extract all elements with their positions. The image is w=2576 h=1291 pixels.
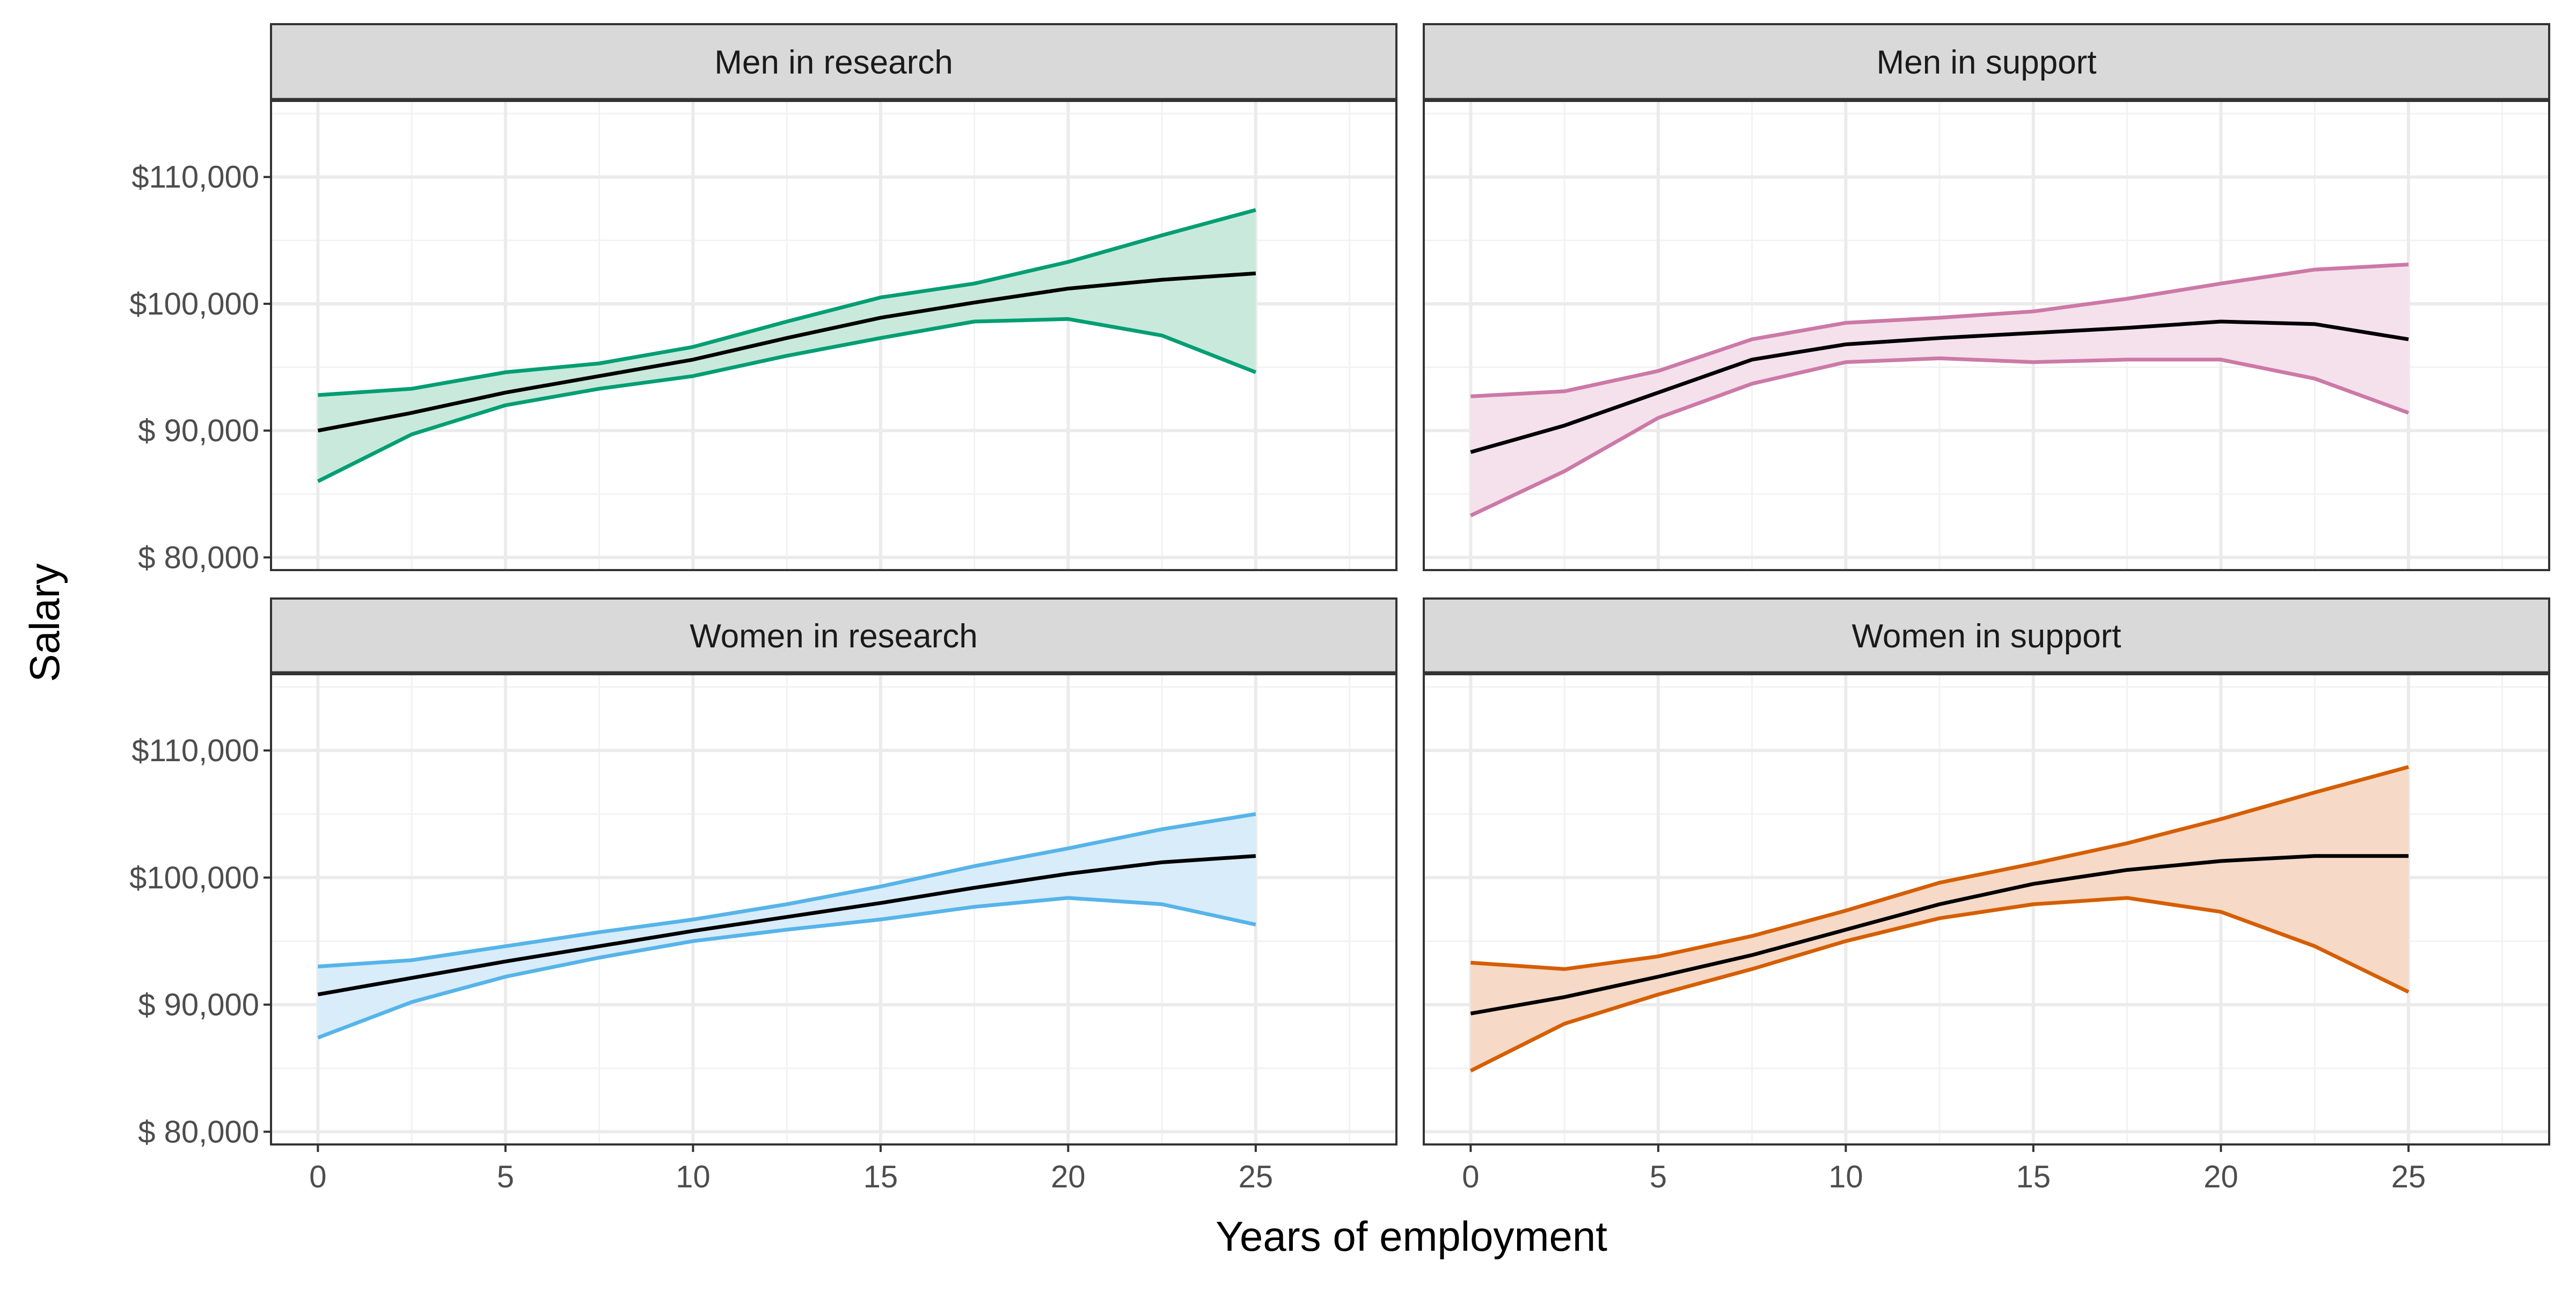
facet-label: Men in support <box>1876 44 2096 81</box>
y-tick-label: $ 90,000 <box>138 988 259 1023</box>
x-tick-label: 15 <box>863 1159 898 1194</box>
confidence-band-men-in-research <box>318 210 1256 482</box>
facet-label: Women in research <box>690 618 977 655</box>
x-tick-label: 20 <box>2204 1159 2238 1194</box>
y-tick-label: $ 80,000 <box>138 540 259 575</box>
x-tick-label: 15 <box>2016 1159 2051 1194</box>
y-tick-label: $110,000 <box>131 733 259 768</box>
facet-strip <box>270 23 1397 100</box>
y-tick-label: $110,000 <box>131 160 259 195</box>
confidence-band-men-in-support <box>1470 264 2409 516</box>
x-tick-label: 25 <box>2391 1159 2426 1194</box>
upper-bound-line-women-in-research <box>318 812 1256 968</box>
x-tick-label: 25 <box>1239 1159 1274 1194</box>
x-tick-label: 0 <box>1462 1159 1479 1194</box>
fit-line-women-in-research <box>317 854 1256 997</box>
facet-strip <box>1423 23 2550 100</box>
panel-men-in-support: Men in support <box>1423 23 2550 571</box>
facet-strip <box>270 597 1397 674</box>
x-tick-label: 10 <box>1828 1159 1863 1194</box>
confidence-band-women-in-support <box>1470 767 2409 1071</box>
y-tick-label: $100,000 <box>129 287 259 322</box>
panel-men-in-research: Men in research $ 80,000 $ 90,000 $100,000 $… <box>129 23 1397 575</box>
x-tick-label: 0 <box>309 1159 326 1194</box>
facet-label: Men in research <box>714 44 953 81</box>
upper-bound-line-men-in-research <box>318 208 1256 397</box>
lower-bound-line-men-in-support <box>1469 356 2410 517</box>
confidence-band-women-in-research <box>318 814 1256 1038</box>
facet-strip <box>1423 597 2550 674</box>
fit-line-men-in-research <box>317 271 1256 433</box>
y-tick-label: $ 90,000 <box>138 413 259 448</box>
panel-women-in-support: Women in support 0 5 10 15 20 25 <box>1423 597 2550 1194</box>
fit-line-men-in-support <box>1470 319 2409 454</box>
y-tick-label: $100,000 <box>129 860 259 895</box>
upper-bound-line-men-in-support <box>1470 262 2409 398</box>
x-tick-label: 5 <box>497 1159 514 1194</box>
upper-bound-line-women-in-support <box>1470 765 2409 971</box>
lower-bound-line-women-in-research <box>317 896 1256 1040</box>
lower-bound-line-men-in-research <box>317 317 1257 483</box>
y-axis-title: Salary <box>21 563 68 682</box>
panel-women-in-research: Women in research $ 80,000 $ 90,000 $100,00… <box>129 597 1397 1194</box>
facet-label: Women in support <box>1852 618 2121 655</box>
lower-bound-line-women-in-support <box>1469 896 2410 1073</box>
y-tick-label: $ 80,000 <box>138 1114 259 1149</box>
x-axis-title: Years of employment <box>1216 1213 1607 1260</box>
fit-line-women-in-support <box>1470 854 2409 1016</box>
x-tick-label: 10 <box>676 1159 711 1194</box>
x-tick-label: 5 <box>1650 1159 1667 1194</box>
x-tick-label: 20 <box>1051 1159 1086 1194</box>
